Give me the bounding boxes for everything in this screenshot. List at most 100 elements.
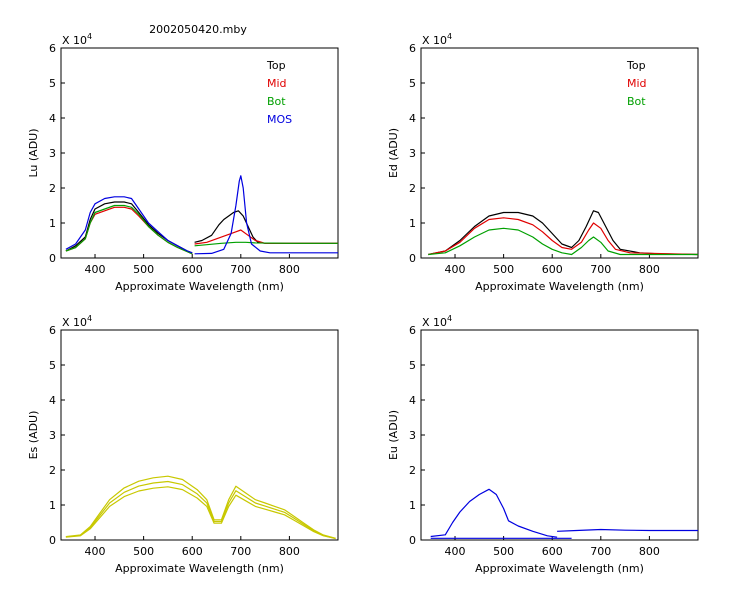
y-tick-label: 3: [409, 429, 416, 442]
x-tick-label: 500: [133, 263, 154, 276]
legend-entry-mid: Mid: [267, 77, 287, 90]
x-tick-label: 800: [279, 263, 300, 276]
x-tick-label: 600: [182, 263, 203, 276]
y-tick-label: 3: [409, 147, 416, 160]
series-line-top: [428, 210, 698, 256]
series-line-spectrum: [65, 486, 336, 540]
x-axis-label: Approximate Wavelength (nm): [115, 280, 284, 293]
x-tick-label: 700: [590, 545, 611, 558]
y-tick-label: 2: [49, 464, 56, 477]
y-multiplier: X 104: [62, 32, 92, 47]
series-line-mos: [65, 196, 193, 254]
y-multiplier-base: X 10: [422, 34, 447, 47]
x-tick-label: 700: [590, 263, 611, 276]
x-tick-label: 400: [85, 263, 106, 276]
x-tick-label: 500: [133, 545, 154, 558]
y-multiplier-base: X 10: [422, 316, 447, 329]
x-axis-label: Approximate Wavelength (nm): [475, 280, 644, 293]
series-line-spectrum: [65, 480, 336, 540]
y-tick-label: 1: [409, 217, 416, 230]
series-line-bot: [194, 241, 338, 247]
series-line-mos: [194, 175, 338, 255]
legend-entry-bot: Bot: [267, 95, 286, 108]
series-group: [65, 475, 336, 540]
y-multiplier-exponent: 4: [447, 32, 452, 41]
x-tick-label: 600: [542, 263, 563, 276]
y-multiplier-base: X 10: [62, 34, 87, 47]
y-axis-label: Ed (ADU): [387, 128, 400, 178]
x-tick-label: 600: [542, 545, 563, 558]
y-tick-label: 0: [49, 252, 56, 265]
legend-entry-mid: Mid: [627, 77, 647, 90]
x-tick-label: 400: [445, 263, 466, 276]
y-axis-label: Eu (ADU): [387, 410, 400, 460]
series-line-mid: [194, 229, 338, 245]
x-tick-label: 400: [445, 545, 466, 558]
y-tick-label: 1: [49, 499, 56, 512]
y-multiplier: X 104: [422, 314, 452, 329]
y-tick-label: 6: [49, 42, 56, 55]
y-axis-label: Lu (ADU): [27, 128, 40, 177]
x-tick-label: 800: [639, 545, 660, 558]
y-multiplier-exponent: 4: [87, 314, 92, 323]
legend-entry-bot: Bot: [627, 95, 646, 108]
series-group: [430, 488, 698, 539]
y-tick-label: 5: [49, 359, 56, 372]
legend-entry-mos: MOS: [267, 113, 292, 126]
legend-entry-top: Top: [626, 59, 646, 72]
y-tick-label: 2: [409, 464, 416, 477]
figure-title: 2002050420.mby: [149, 23, 247, 36]
y-tick-label: 0: [49, 534, 56, 547]
y-tick-label: 4: [49, 112, 56, 125]
y-tick-label: 3: [49, 429, 56, 442]
x-axis-label: Approximate Wavelength (nm): [475, 562, 644, 575]
y-tick-label: 4: [409, 112, 416, 125]
legend-entry-top: Top: [266, 59, 286, 72]
y-tick-label: 6: [49, 324, 56, 337]
y-tick-label: 4: [49, 394, 56, 407]
series-line-mid: [428, 217, 698, 256]
x-tick-label: 800: [279, 545, 300, 558]
y-tick-label: 0: [409, 252, 416, 265]
y-tick-label: 5: [409, 77, 416, 90]
x-tick-label: 400: [85, 545, 106, 558]
y-multiplier: X 104: [62, 314, 92, 329]
y-tick-label: 1: [49, 217, 56, 230]
x-tick-label: 800: [639, 263, 660, 276]
x-tick-label: 600: [182, 545, 203, 558]
plot-frame: [420, 47, 699, 259]
plot-frame: [60, 47, 339, 259]
y-tick-label: 2: [49, 182, 56, 195]
x-tick-label: 700: [230, 545, 251, 558]
x-tick-label: 500: [493, 263, 514, 276]
y-tick-label: 6: [409, 324, 416, 337]
series-line-spectrum: [430, 488, 558, 538]
y-tick-label: 0: [409, 534, 416, 547]
y-multiplier-exponent: 4: [87, 32, 92, 41]
y-tick-label: 6: [409, 42, 416, 55]
x-axis-label: Approximate Wavelength (nm): [115, 562, 284, 575]
x-tick-label: 700: [230, 263, 251, 276]
series-line-spectrum: [65, 475, 336, 539]
x-tick-label: 500: [493, 545, 514, 558]
y-axis-label: Es (ADU): [27, 411, 40, 460]
y-multiplier-base: X 10: [62, 316, 87, 329]
series-line-bot: [65, 204, 193, 255]
y-tick-label: 2: [409, 182, 416, 195]
y-tick-label: 3: [49, 147, 56, 160]
series-group: [65, 175, 338, 255]
y-tick-label: 4: [409, 394, 416, 407]
series-line-spectrum: [557, 528, 698, 532]
y-tick-label: 5: [409, 359, 416, 372]
y-multiplier-exponent: 4: [447, 314, 452, 323]
y-tick-label: 5: [49, 77, 56, 90]
series-group: [428, 210, 698, 256]
y-multiplier: X 104: [422, 32, 452, 47]
series-line-bot: [428, 227, 698, 256]
y-tick-label: 1: [409, 499, 416, 512]
